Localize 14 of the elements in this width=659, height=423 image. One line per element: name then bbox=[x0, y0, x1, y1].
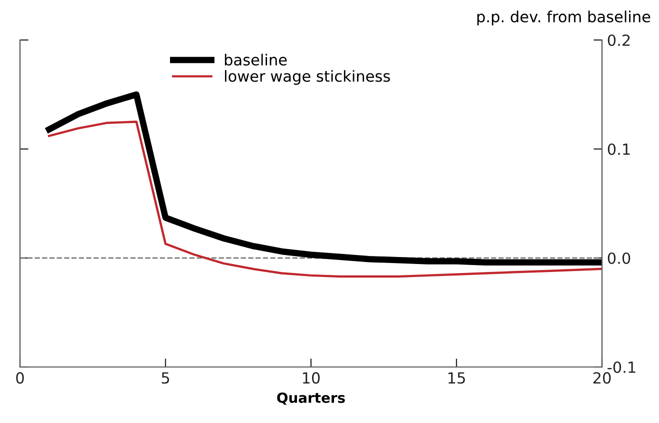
x-tick-label: 5 bbox=[162, 372, 170, 384]
x-tick-label: 10 bbox=[302, 372, 320, 384]
y-axis-title: p.p. dev. from baseline bbox=[477, 10, 650, 26]
legend-label: baseline bbox=[224, 54, 287, 66]
y-tick-label: 0.0 bbox=[608, 252, 630, 264]
x-tick-label: 0 bbox=[16, 372, 24, 384]
x-axis-title: Quarters bbox=[277, 392, 345, 405]
legend-label: lower wage stickiness bbox=[224, 70, 390, 85]
y-tick-label: 0.2 bbox=[608, 34, 630, 46]
x-tick-label: 20 bbox=[593, 372, 611, 384]
y-tick-label: 0.1 bbox=[608, 143, 630, 156]
y-tick-label: -0.1 bbox=[608, 361, 636, 374]
x-tick-label: 15 bbox=[448, 372, 465, 384]
line-series bbox=[48, 120, 602, 278]
